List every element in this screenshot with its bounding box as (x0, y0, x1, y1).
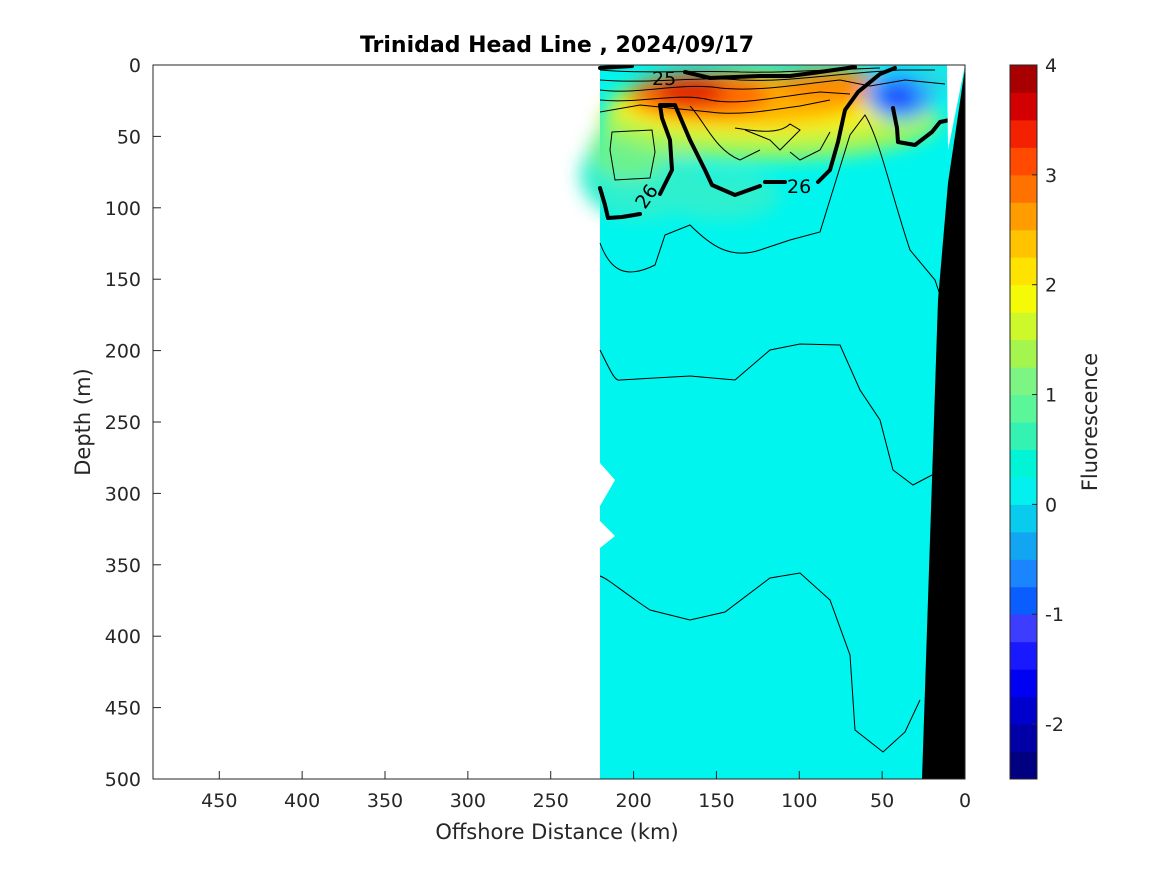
x-tick-label: 300 (450, 790, 486, 812)
y-tick-label: 150 (105, 269, 141, 291)
contour-label-26-right: 26 (787, 176, 811, 198)
x-tick-label: 250 (533, 790, 569, 812)
colorbar-segment (1010, 669, 1037, 698)
contour-26-d (816, 66, 897, 184)
colorbar-tick-label: 4 (1045, 55, 1057, 77)
colorbar-segment (1010, 147, 1037, 176)
x-axis-ticks: 450 400 350 300 250 200 150 100 50 0 (201, 771, 971, 812)
y-tick-label: 300 (105, 483, 141, 505)
colorbar-segment (1010, 559, 1037, 588)
shelf-gap (947, 65, 965, 150)
y-tick-label: 250 (105, 412, 141, 434)
y-tick-label: 0 (129, 55, 141, 77)
colorbar-segment (1010, 92, 1037, 121)
contour-label-25: 25 (652, 68, 676, 90)
colorbar (1010, 65, 1037, 780)
colorbar-segment (1010, 174, 1037, 203)
y-tick-label: 50 (117, 126, 141, 148)
x-axis-label: Offshore Distance (km) (435, 820, 678, 844)
colorbar-segment (1010, 257, 1037, 286)
contour-26-e (891, 106, 952, 147)
colorbar-segment (1010, 504, 1037, 533)
colorbar-segment (1010, 476, 1037, 505)
x-tick-label: 400 (284, 790, 320, 812)
chart-title: Trinidad Head Line , 2024/09/17 (360, 33, 754, 58)
x-tick-label: 50 (870, 790, 894, 812)
colorbar-segment (1010, 641, 1037, 670)
plot-content: 25 26 26 (580, 65, 965, 779)
colorbar-segment (1010, 614, 1037, 643)
colorbar-tick-label: 1 (1045, 385, 1057, 407)
bold-contours (598, 65, 952, 220)
y-tick-label: 400 (105, 626, 141, 648)
colorbar-segment (1010, 367, 1037, 396)
bathymetry-wedge (922, 68, 965, 779)
contour-25-right (683, 65, 857, 80)
y-tick-label: 450 (105, 698, 141, 720)
colorbar-tick-label: -2 (1045, 714, 1064, 736)
colorbar-segment (1010, 202, 1037, 231)
colorbar-segment (1010, 724, 1037, 753)
contour-26-b (658, 103, 762, 197)
y-tick-label: 500 (105, 769, 141, 791)
fluorescence-field (600, 65, 965, 779)
colorbar-segment (1010, 65, 1037, 93)
colorbar-frame (1009, 64, 1038, 780)
colorbar-tick-label: 3 (1045, 165, 1057, 187)
colorbar-segment (1010, 531, 1037, 560)
x-tick-label: 100 (781, 790, 817, 812)
colorbar-tick-label: 2 (1045, 275, 1057, 297)
y-axis-label: Depth (m) (71, 368, 95, 475)
colorbar-segment (1010, 229, 1037, 258)
colorbar-label: Fluorescence (1078, 353, 1102, 491)
colorbar-segment (1010, 449, 1037, 478)
colorbar-segment (1010, 394, 1037, 423)
y-tick-label: 350 (105, 555, 141, 577)
x-tick-label: 200 (615, 790, 651, 812)
colorbar-segment (1010, 751, 1037, 780)
colorbar-segment (1010, 696, 1037, 725)
contour-26-a (598, 186, 642, 220)
colorbar-segment (1010, 284, 1037, 313)
x-tick-label: 450 (201, 790, 237, 812)
colorbar-ticks: 4 3 2 1 0 -1 -2 (1032, 55, 1064, 736)
y-tick-label: 100 (105, 198, 141, 220)
contour-25-left (598, 65, 634, 70)
colorbar-segment (1010, 339, 1037, 368)
colorbar-segment (1010, 312, 1037, 341)
colorbar-segment (1010, 422, 1037, 450)
colorbar-tick-label: 0 (1045, 494, 1057, 516)
y-axis-ticks: 0 50 100 150 200 250 300 350 400 450 500 (105, 55, 161, 791)
x-tick-label: 0 (959, 790, 971, 812)
colorbar-segment (1010, 586, 1037, 615)
y-tick-label: 200 (105, 341, 141, 363)
thin-contours (599, 67, 946, 753)
colorbar-segment (1010, 119, 1037, 148)
x-tick-label: 350 (367, 790, 403, 812)
colorbar-tick-label: -1 (1045, 604, 1064, 626)
x-tick-label: 150 (698, 790, 734, 812)
